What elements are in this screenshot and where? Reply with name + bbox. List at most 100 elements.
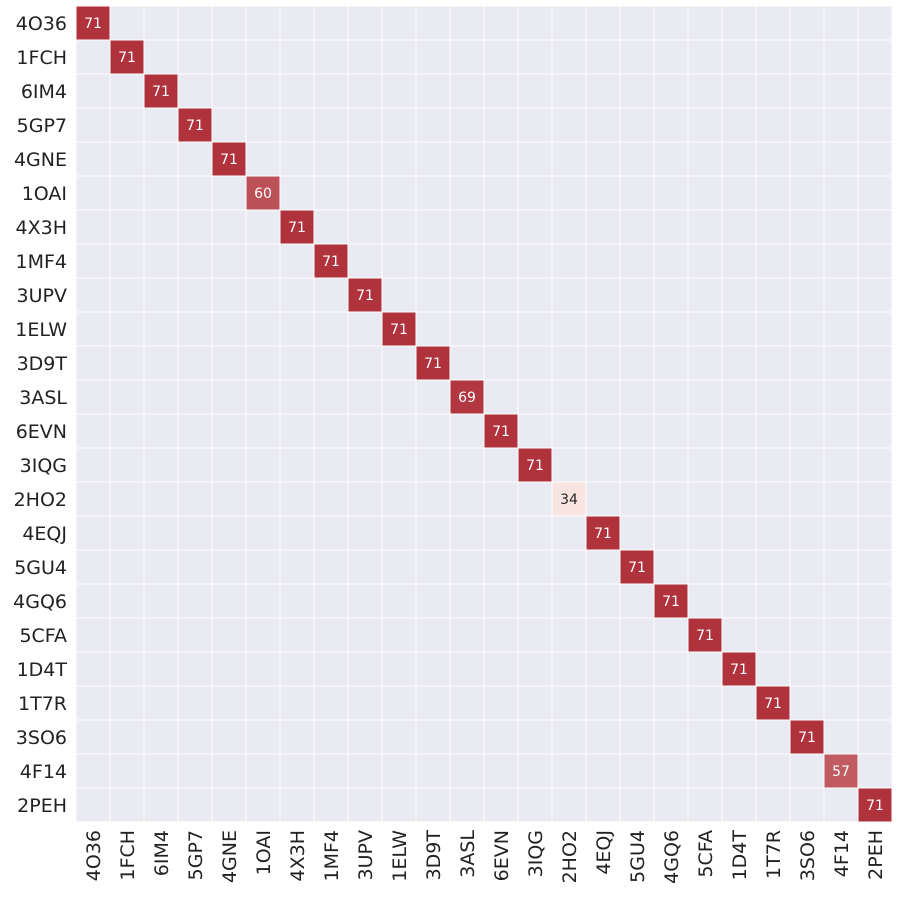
column-label: 3D9T	[423, 830, 445, 881]
cell-value-label: 71	[186, 118, 204, 134]
heatmap-cell	[722, 652, 756, 686]
heatmap-cell	[212, 142, 246, 176]
column-label: 1MF4	[321, 830, 343, 882]
column-label: 2HO2	[559, 830, 581, 883]
cell-value-label: 71	[84, 16, 102, 32]
heatmap-cell	[382, 312, 416, 346]
heatmap-cell	[654, 584, 688, 618]
row-label: 5GP7	[17, 115, 67, 137]
column-labels: 4O36 1FCH 6IM4 5GP7 4GNE 1OAI 4X3H 1MF4 3UPV 1ELW…	[83, 830, 887, 884]
cell-value-label: 71	[866, 798, 884, 814]
column-label: 6EVN	[491, 830, 513, 881]
row-label: 4X3H	[16, 217, 67, 239]
row-label: 2HO2	[14, 489, 67, 511]
cell-value-label: 60	[254, 186, 272, 202]
cell-value-label: 71	[662, 594, 680, 610]
column-label: 3ASL	[457, 830, 479, 878]
row-label: 1FCH	[16, 47, 67, 69]
heatmap-cell	[246, 176, 280, 210]
column-label: 1T7R	[763, 830, 785, 879]
column-label: 1OAI	[253, 830, 275, 875]
row-label: 4EQJ	[22, 523, 67, 545]
row-label: 5GU4	[14, 557, 67, 579]
cell-value-label: 71	[492, 424, 510, 440]
row-label: 6IM4	[21, 81, 67, 103]
cell-value-label: 71	[220, 152, 238, 168]
heatmap-cell	[450, 380, 484, 414]
column-label: 5CFA	[695, 830, 717, 878]
heatmap-cell	[518, 448, 552, 482]
row-label: 6EVN	[16, 421, 67, 443]
heatmap-cell	[824, 754, 858, 788]
column-label: 5GP7	[185, 830, 207, 880]
heatmap-cell	[620, 550, 654, 584]
column-label: 4O36	[83, 830, 105, 881]
column-label: 4X3H	[287, 830, 309, 881]
column-label: 5GU4	[627, 830, 649, 883]
column-label: 1D4T	[729, 830, 751, 881]
row-label: 1MF4	[16, 251, 68, 273]
row-label: 4O36	[16, 13, 67, 35]
column-label: 3SO6	[797, 830, 819, 881]
column-label: 1ELW	[389, 830, 411, 882]
column-label: 4GQ6	[661, 830, 683, 884]
heatmap-cell	[586, 516, 620, 550]
row-label: 1D4T	[17, 659, 68, 681]
heatmap-cell	[484, 414, 518, 448]
row-label: 4GQ6	[13, 591, 67, 613]
row-label: 1OAI	[22, 183, 67, 205]
row-label: 2PEH	[17, 795, 67, 817]
cell-value-label: 69	[458, 390, 476, 406]
column-label: 3IQG	[525, 830, 547, 877]
row-label: 5CFA	[19, 625, 67, 647]
column-label: 2PEH	[865, 830, 887, 880]
cell-value-label: 71	[594, 526, 612, 542]
row-label: 4F14	[20, 761, 67, 783]
row-label: 1ELW	[15, 319, 67, 341]
heatmap-cell	[76, 6, 110, 40]
heatmap-cells: 71 71 71 71 71 60 71 71 71 71 71 69 71 71 34 71 71 71 71 71…	[76, 6, 892, 822]
row-labels: 4O36 1FCH 6IM4 5GP7 4GNE 1OAI 4X3H 1MF4 3UPV 1ELW…	[13, 13, 67, 817]
row-label: 3UPV	[17, 285, 67, 307]
cell-value-label: 71	[390, 322, 408, 338]
cell-value-label: 57	[832, 764, 850, 780]
cell-value-label: 71	[118, 50, 136, 66]
cell-value-label: 71	[152, 84, 170, 100]
heatmap-cell	[790, 720, 824, 754]
row-label: 1T7R	[18, 693, 67, 715]
heatmap-cell	[178, 108, 212, 142]
heatmap-cell	[348, 278, 382, 312]
heatmap-cell	[144, 74, 178, 108]
cell-value-label: 71	[356, 288, 374, 304]
heatmap-cell	[688, 618, 722, 652]
heatmap-cell	[280, 210, 314, 244]
row-label: 3ASL	[19, 387, 67, 409]
column-label: 4GNE	[219, 830, 241, 883]
cell-value-label: 71	[526, 458, 544, 474]
row-label: 3SO6	[16, 727, 67, 749]
column-label: 1FCH	[117, 830, 139, 881]
cell-value-label: 71	[288, 220, 306, 236]
column-label: 4EQJ	[593, 830, 615, 875]
row-label: 3D9T	[17, 353, 68, 375]
heatmap-cell	[756, 686, 790, 720]
cell-value-label: 71	[764, 696, 782, 712]
heatmap-cell	[314, 244, 348, 278]
cell-value-label: 71	[424, 356, 442, 372]
cell-value-label: 71	[696, 628, 714, 644]
cell-value-label: 71	[322, 254, 340, 270]
heatmap-cell	[858, 788, 892, 822]
column-label: 3UPV	[355, 830, 377, 880]
column-label: 4F14	[831, 830, 853, 877]
plot-area	[75, 5, 893, 823]
row-label: 3IQG	[20, 455, 67, 477]
cell-value-label: 71	[798, 730, 816, 746]
cell-value-label: 71	[730, 662, 748, 678]
heatmap-cell	[416, 346, 450, 380]
cell-value-label: 71	[628, 560, 646, 576]
cell-value-label: 34	[560, 492, 578, 508]
heatmap-cell	[552, 482, 586, 516]
heatmap-cell	[110, 40, 144, 74]
row-label: 4GNE	[14, 149, 67, 171]
